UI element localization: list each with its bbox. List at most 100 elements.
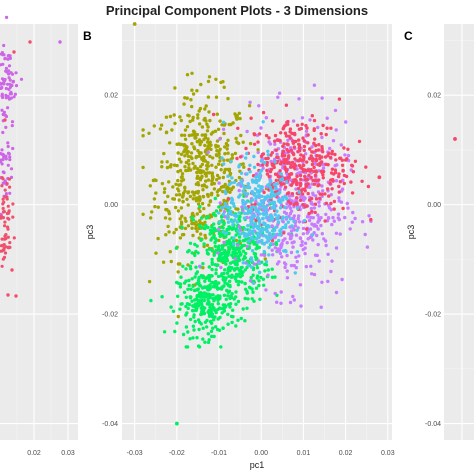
scatter-point: [176, 151, 180, 155]
scatter-point: [198, 204, 202, 209]
scatter-point: [171, 309, 176, 313]
scatter-point: [311, 178, 315, 183]
scatter-point: [286, 149, 291, 154]
scatter-point: [297, 97, 301, 101]
scatter-point: [292, 298, 296, 302]
scatter-point: [198, 264, 202, 268]
panel-b-y-axis-label: pc3: [85, 225, 95, 240]
scatter-point: [258, 212, 262, 216]
scatter-point: [179, 118, 183, 123]
scatter-point: [346, 153, 351, 158]
scatter-point: [284, 225, 288, 230]
panel-b-x-tick-label: 0.03: [381, 450, 395, 457]
scatter-point: [217, 152, 221, 156]
scatter-point: [242, 216, 247, 220]
scatter-point: [289, 250, 294, 255]
scatter-point: [181, 332, 186, 337]
scatter-point: [204, 171, 208, 175]
scatter-point: [248, 286, 252, 290]
scatter-point: [344, 120, 348, 124]
scatter-point: [234, 136, 238, 141]
scatter-point: [254, 180, 259, 185]
scatter-point: [235, 117, 239, 121]
scatter-point: [205, 122, 209, 126]
scatter-point: [0, 77, 5, 81]
scatter-point: [246, 297, 250, 301]
scatter-point: [313, 210, 317, 215]
scatter-point: [284, 262, 288, 266]
scatter-point: [308, 147, 312, 151]
scatter-point: [258, 261, 262, 266]
scatter-point: [228, 190, 232, 194]
scatter-point: [321, 166, 326, 170]
scatter-point: [272, 157, 277, 161]
scatter-point: [187, 166, 191, 170]
scatter-point: [241, 209, 245, 213]
scatter-point: [246, 224, 250, 228]
scatter-point: [326, 163, 330, 167]
scatter-point: [164, 115, 169, 119]
scatter-point: [148, 184, 152, 188]
scatter-point: [238, 155, 243, 159]
scatter-point: [7, 152, 11, 156]
scatter-point: [196, 116, 200, 120]
scatter-point: [212, 306, 216, 311]
scatter-point: [164, 130, 169, 134]
scatter-point: [333, 164, 337, 168]
scatter-point: [19, 77, 24, 81]
scatter-point: [201, 276, 205, 280]
scatter-point: [235, 156, 239, 161]
scatter-point: [216, 127, 221, 131]
scatter-point: [214, 271, 218, 276]
scatter-point: [327, 194, 331, 198]
scatter-point: [300, 122, 304, 127]
scatter-point: [196, 251, 200, 255]
scatter-point: [227, 122, 231, 127]
scatter-point: [284, 134, 289, 138]
scatter-point: [186, 287, 190, 291]
scatter-point: [334, 231, 339, 235]
scatter-point: [273, 192, 277, 197]
scatter-point: [298, 184, 302, 188]
scatter-point: [186, 154, 191, 158]
scatter-point: [207, 75, 212, 79]
scatter-point: [228, 302, 233, 306]
scatter-point: [224, 141, 229, 146]
scatter-point: [206, 340, 211, 345]
scatter-point: [198, 170, 202, 175]
scatter-point: [190, 142, 194, 146]
scatter-point: [207, 265, 211, 269]
scatter-point: [270, 229, 275, 233]
scatter-point: [271, 217, 275, 221]
scatter-point: [231, 308, 235, 312]
scatter-point: [221, 80, 225, 84]
scatter-point: [218, 137, 222, 141]
scatter-point: [222, 123, 227, 127]
scatter-point: [198, 142, 202, 147]
scatter-point: [202, 242, 206, 246]
scatter-point: [169, 305, 173, 309]
scatter-point: [266, 224, 271, 228]
scatter-point: [199, 284, 203, 288]
scatter-point: [264, 215, 268, 220]
scatter-point: [320, 145, 324, 149]
scatter-point: [7, 97, 11, 101]
scatter-point: [193, 275, 197, 279]
scatter-point: [184, 279, 188, 283]
scatter-point: [3, 113, 8, 117]
scatter-point: [284, 180, 289, 184]
scatter-point: [267, 237, 271, 242]
scatter-point: [308, 157, 312, 161]
scatter-point: [269, 242, 273, 246]
scatter-point: [237, 195, 241, 199]
scatter-point: [200, 292, 204, 296]
scatter-point: [233, 277, 238, 281]
scatter-point: [194, 297, 199, 301]
scatter-point: [294, 139, 298, 144]
scatter-point: [176, 169, 180, 174]
scatter-point: [281, 220, 285, 224]
scatter-point: [3, 224, 7, 228]
scatter-point: [7, 217, 11, 221]
scatter-point: [291, 245, 295, 249]
scatter-point: [205, 129, 210, 133]
